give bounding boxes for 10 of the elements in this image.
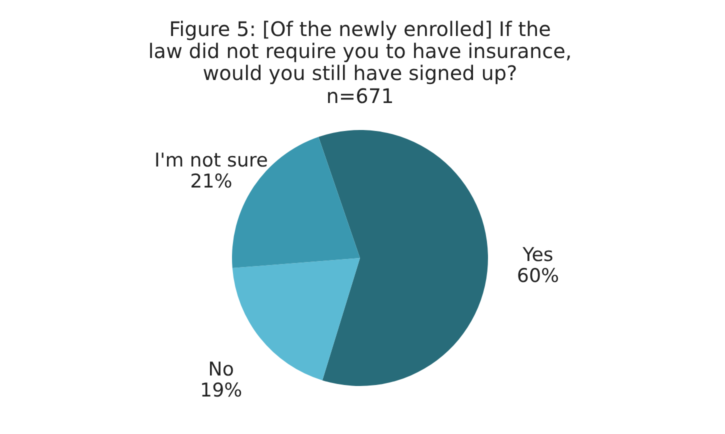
slice-label: Yes bbox=[522, 244, 554, 266]
slice-label: I'm not sure bbox=[154, 149, 268, 172]
pie-slice bbox=[318, 130, 488, 386]
chart-subtitle: n=671 bbox=[326, 84, 394, 108]
pie-slice bbox=[232, 258, 360, 380]
data-label: 21% bbox=[190, 170, 232, 192]
data-label: 19% bbox=[200, 379, 242, 402]
slice-label: No bbox=[208, 358, 234, 380]
data-label: 60% bbox=[516, 265, 560, 288]
chart-title: Figure 5: [Of the newly enrolled] If the law did not require you to have insurance, would you still have signed up? bbox=[148, 17, 572, 85]
